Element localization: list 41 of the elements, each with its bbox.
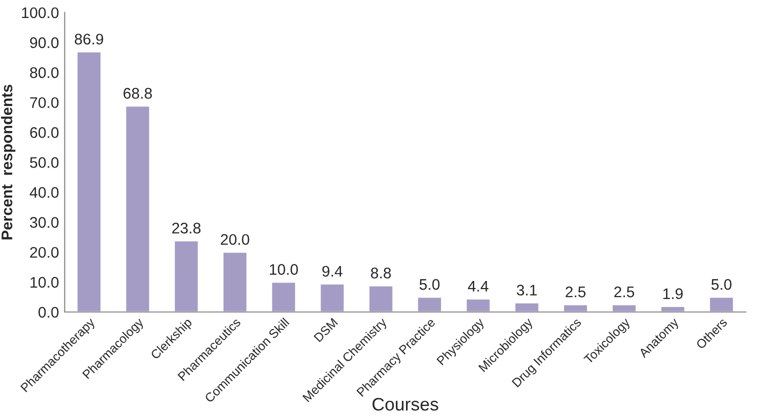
bar bbox=[562, 304, 588, 312]
y-tick-label: 0.0 bbox=[38, 306, 59, 318]
y-tick-label: 40.0 bbox=[30, 187, 59, 198]
bar bbox=[465, 298, 492, 312]
data-label: 3.1 bbox=[516, 284, 537, 296]
bar bbox=[514, 302, 540, 312]
y-tick-label: 50.0 bbox=[30, 157, 59, 168]
y-tick-label: 30.0 bbox=[30, 217, 59, 228]
y-axis-title: Percent respondents bbox=[1, 84, 16, 240]
bar bbox=[173, 240, 200, 312]
data-label: 2.5 bbox=[566, 286, 586, 298]
bar bbox=[222, 251, 248, 312]
data-label: 5.0 bbox=[420, 279, 440, 290]
y-tick-label: 60.0 bbox=[30, 127, 59, 138]
data-label: 68.8 bbox=[124, 88, 152, 99]
bar bbox=[708, 296, 734, 312]
y-tick-label: 100.0 bbox=[22, 7, 59, 18]
bar bbox=[368, 284, 394, 312]
data-label: 4.4 bbox=[468, 280, 488, 292]
bar bbox=[124, 105, 151, 312]
bar bbox=[76, 51, 102, 312]
data-label: 23.8 bbox=[172, 222, 201, 234]
bar bbox=[270, 281, 296, 312]
bar bbox=[660, 306, 686, 312]
data-label: 10.0 bbox=[270, 264, 298, 275]
data-label: 5.0 bbox=[711, 279, 732, 290]
x-axis-title: Courses bbox=[372, 398, 438, 411]
bar bbox=[416, 296, 442, 312]
data-label: 2.5 bbox=[614, 286, 634, 298]
y-tick-label: 70.0 bbox=[30, 97, 59, 108]
data-label: 20.0 bbox=[220, 234, 250, 245]
y-tick-label: 20.0 bbox=[30, 246, 59, 258]
data-label: 9.4 bbox=[322, 266, 342, 277]
bar bbox=[319, 283, 346, 312]
bar bbox=[611, 304, 638, 312]
y-tick-label: 80.0 bbox=[30, 67, 59, 78]
y-tick-label: 90.0 bbox=[30, 37, 59, 48]
data-label: 1.9 bbox=[663, 288, 683, 300]
data-label: 8.8 bbox=[370, 268, 391, 278]
y-tick-label: 10.0 bbox=[30, 276, 59, 288]
data-label: 86.9 bbox=[74, 34, 104, 45]
